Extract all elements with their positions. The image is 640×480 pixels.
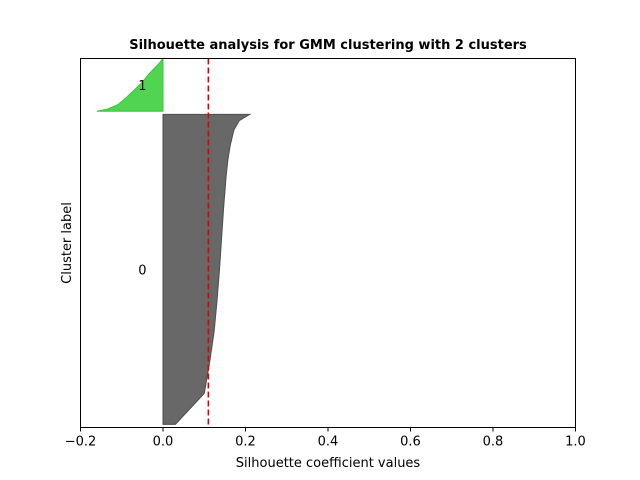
x-tick-label: 0.6: [400, 435, 421, 450]
y-axis-label: Cluster label: [60, 202, 75, 284]
plot-frame: [80, 58, 576, 428]
cluster-label-1: 1: [138, 79, 146, 94]
silhouette-area-cluster-1: [96, 57, 164, 112]
x-tick-label: 0.0: [153, 435, 174, 450]
x-axis-label: Silhouette coefficient values: [236, 456, 421, 471]
x-tick-label: 0.2: [235, 435, 256, 450]
chart-marks: 01: [96, 57, 252, 428]
cluster-label-0: 0: [138, 263, 146, 278]
x-tick-label: −0.2: [65, 435, 97, 450]
x-tick-label: 1.0: [565, 435, 586, 450]
x-ticks: −0.2 0.0 0.2 0.4 0.6 0.8 1.0: [65, 427, 586, 450]
x-tick-label: 0.4: [318, 435, 339, 450]
x-tick-label: 0.8: [483, 435, 504, 450]
silhouette-area-cluster-0: [162, 113, 252, 425]
chart-title: Silhouette analysis for GMM clustering w…: [129, 38, 527, 53]
